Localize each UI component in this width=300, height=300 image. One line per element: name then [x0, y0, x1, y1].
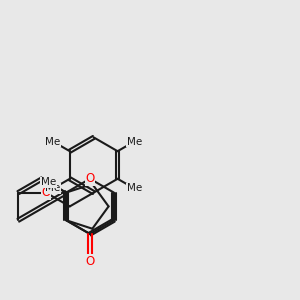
Text: Me: Me: [40, 177, 56, 187]
Text: Me: Me: [127, 184, 142, 194]
Text: O: O: [85, 172, 94, 185]
Text: Me: Me: [45, 136, 61, 146]
Text: Me: Me: [127, 136, 142, 146]
Text: Me: Me: [45, 184, 61, 194]
Text: O: O: [41, 186, 50, 199]
Text: O: O: [85, 255, 94, 268]
